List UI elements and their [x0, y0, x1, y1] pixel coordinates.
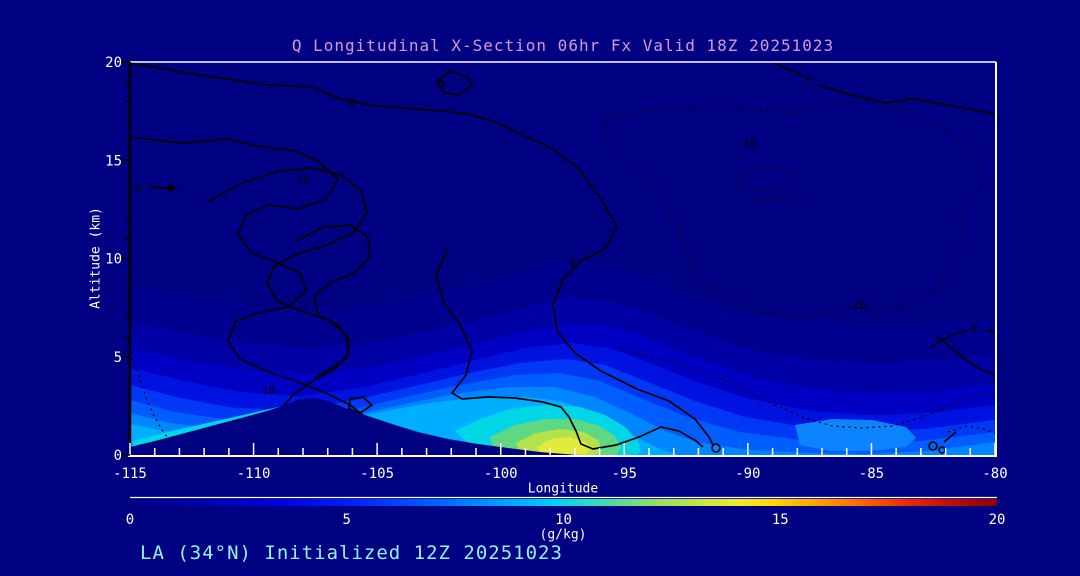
x-tick-label: -100 — [484, 466, 518, 482]
x-tick-label: -115 — [113, 466, 147, 482]
y-tick-label: 5 — [114, 350, 122, 366]
footer-init-label: LA (34°N) Initialized 12Z 20251023 — [140, 542, 563, 564]
solid-contour-line — [149, 186, 169, 189]
x-tick-label: -90 — [735, 466, 760, 482]
solid-contour-line — [129, 62, 714, 446]
colorbar-tick-label: 10 — [555, 512, 572, 528]
contour-loop — [928, 441, 938, 451]
contour-arrow-head — [168, 184, 178, 192]
dashed-contour-line — [130, 351, 171, 442]
colorbar-tick-label: 0 — [126, 512, 134, 528]
colorbar-tick-label: 5 — [343, 512, 351, 528]
solid-contour-line — [435, 248, 704, 450]
dashed-contour-line — [602, 100, 986, 318]
colorbar-units-label: (g/kg) — [539, 527, 587, 543]
dashed-contour-line — [751, 197, 809, 207]
x-tick-label: -95 — [612, 466, 637, 482]
contour-label: 0 — [348, 97, 355, 110]
x-axis-title: Longitude — [527, 481, 599, 497]
x-tick-label: -110 — [237, 466, 271, 482]
page-title: Q Longitudinal X-Section 06hr Fx Valid 1… — [291, 36, 835, 55]
y-tick-label: 0 — [114, 448, 122, 464]
colorbar-tick-label: 20 — [989, 512, 1006, 528]
dashed-contour-line — [616, 347, 996, 429]
y-tick-label: 10 — [105, 252, 122, 268]
contour-label: 0 — [136, 182, 143, 195]
terrain-silhouette — [130, 398, 578, 455]
solid-contour-line — [348, 396, 374, 414]
contour-label: 10 — [296, 173, 309, 186]
contour-loop — [711, 443, 721, 453]
solid-contour-line — [129, 136, 391, 444]
contour-label: -10 — [846, 299, 866, 312]
solid-contour-line — [936, 335, 996, 376]
x-tick-label: -85 — [859, 466, 884, 482]
contour-label: -10 — [737, 137, 757, 150]
contour-label: 10 — [262, 384, 275, 397]
x-tick-label: -80 — [982, 466, 1007, 482]
solid-contour-line — [943, 431, 957, 443]
colorbar-gradient — [130, 499, 997, 506]
dashed-contour-line — [947, 425, 996, 434]
x-tick-label: -105 — [360, 466, 394, 482]
solid-contour-line — [295, 224, 371, 378]
contour-label: 0 — [971, 322, 978, 335]
colorbar-tick-label: 15 — [772, 512, 789, 528]
y-axis-title: Altitude (km) — [88, 207, 104, 309]
contour-label: 0 — [569, 257, 576, 270]
y-tick-label: 15 — [105, 153, 122, 169]
contour-loop — [437, 80, 445, 88]
solid-contour-line — [771, 61, 996, 115]
solid-contour-line — [931, 329, 996, 347]
solid-contour-line — [435, 70, 474, 96]
contour-label: 0 — [806, 73, 813, 86]
dashed-contour-line — [739, 166, 800, 193]
y-tick-label: 20 — [105, 55, 122, 71]
